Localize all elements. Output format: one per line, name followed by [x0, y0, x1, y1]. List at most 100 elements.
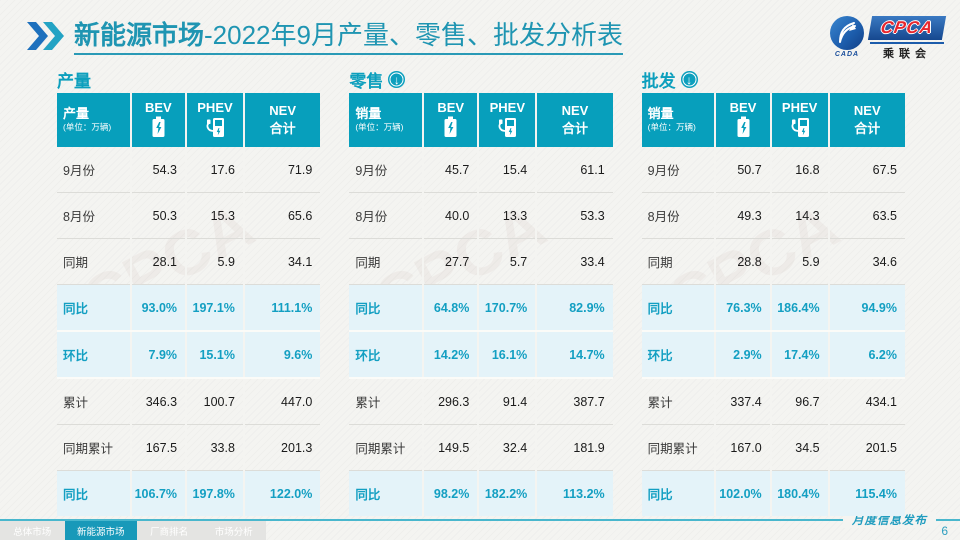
row-label: 9月份 — [641, 147, 717, 193]
cell-value: 82.9% — [536, 284, 613, 332]
phev-header-cell: PHEV — [186, 93, 245, 147]
cell-value: 13.3 — [478, 192, 538, 239]
bev-label: BEV — [145, 99, 172, 115]
nev-label-line1: NEV — [561, 103, 589, 119]
cell-value: 197.1% — [186, 284, 245, 332]
bev-label: BEV — [437, 99, 465, 115]
tab-oem-ranking[interactable]: 厂商排名 — [150, 526, 189, 538]
table-row: 8月份 50.3 15.3 65.6 — [57, 192, 321, 239]
table-row: 累计 337.4 96.7 434.1 — [641, 378, 905, 425]
cell-value: 16.8 — [770, 147, 830, 193]
cell-value: 197.8% — [186, 470, 245, 516]
cpca-badge-plate: CPCA — [867, 15, 947, 40]
production-table-section: CPCA 产量 ↓ 产量 (单位：万辆) BEV — [57, 66, 321, 516]
row-label: 同比 — [349, 470, 425, 516]
cell-value: 32.4 — [478, 424, 538, 471]
battery-icon — [424, 116, 477, 140]
cell-value: 9.6% — [243, 331, 321, 379]
wholesale-table-section: CPCA 批发 ↓ 销量 (单位：万辆) BEV — [641, 66, 905, 516]
cell-value: 447.0 — [243, 378, 321, 425]
row-label: 环比 — [641, 331, 717, 379]
cell-value: 14.3 — [770, 192, 830, 239]
association-text: 乘联会 — [870, 41, 944, 61]
row-label: 8月份 — [349, 192, 425, 239]
cell-value: 6.2% — [828, 331, 905, 379]
cell-value: 16.1% — [478, 331, 538, 379]
cell-value: 180.4% — [770, 470, 830, 516]
phev-label: PHEV — [781, 99, 818, 115]
row-label: 同比 — [641, 470, 717, 516]
table-header-row: 产量 (单位：万辆) BEV PHEV — [57, 93, 321, 147]
cell-value: 53.3 — [536, 192, 613, 239]
table-row: 9月份 45.7 15.4 61.1 — [349, 147, 613, 193]
cell-value: 34.5 — [770, 424, 830, 471]
cell-value: 98.2% — [423, 470, 480, 516]
cell-value: 14.2% — [423, 331, 480, 379]
table-row: 8月份 49.3 14.3 63.5 — [641, 192, 905, 239]
cell-value: 113.2% — [536, 470, 613, 516]
cell-value: 54.3 — [130, 147, 188, 193]
cell-value: 96.7 — [770, 378, 830, 425]
feather-icon — [830, 15, 864, 50]
cell-value: 50.7 — [715, 147, 772, 193]
cell-value: 387.7 — [536, 378, 613, 425]
cell-value: 102.0% — [715, 470, 772, 516]
tab-market-analysis[interactable]: 市场分析 — [214, 526, 253, 538]
row-label: 同比 — [57, 284, 132, 332]
cell-value: 27.7 — [423, 238, 480, 285]
down-arrow-icon: ↓ — [388, 71, 406, 88]
down-arrow-icon: ↓ — [680, 71, 698, 88]
nev-label-line2: 合计 — [561, 121, 588, 136]
table-row: 同期累计 149.5 32.4 181.9 — [349, 424, 613, 471]
cell-value: 122.0% — [243, 470, 321, 516]
cell-value: 5.7 — [478, 238, 538, 285]
section-title: 产量 — [57, 72, 91, 91]
phev-header-cell: PHEV — [478, 93, 538, 147]
tab-overall-market[interactable]: 总体市场 — [13, 526, 52, 538]
cell-value: 15.1% — [186, 331, 245, 379]
cell-value: 149.5 — [423, 424, 480, 471]
cell-value: 111.1% — [243, 284, 321, 332]
row-label: 环比 — [349, 331, 425, 379]
cell-value: 28.1 — [130, 238, 188, 285]
row-label: 同比 — [57, 470, 132, 516]
cell-value: 5.9 — [770, 238, 830, 285]
bev-header-cell: BEV — [423, 93, 480, 147]
row-label: 累计 — [641, 378, 717, 425]
label-header: 销量 — [355, 105, 382, 121]
slide-header: 新能源市场-2022年9月产量、零售、批发分析表 CADA CPCA 乘联会 — [26, 12, 947, 64]
row-label: 8月份 — [57, 192, 132, 239]
production-table-body: 9月份 54.3 17.6 71.9 8月份 50.3 15.3 65.6 同期 28.1 5.9 3… — [57, 147, 321, 516]
cell-value: 91.4 — [478, 378, 538, 425]
cell-value: 61.1 — [536, 147, 613, 193]
cell-value: 5.9 — [186, 238, 245, 285]
cell-value: 346.3 — [130, 378, 188, 425]
charging-station-icon — [479, 116, 535, 140]
section-title: 零售 — [349, 72, 384, 91]
row-label: 同期 — [349, 238, 425, 285]
table-row: 同期累计 167.5 33.8 201.3 — [57, 424, 321, 471]
phev-label: PHEV — [197, 99, 233, 115]
row-label: 累计 — [349, 378, 425, 425]
table-row: 同比 93.0% 197.1% 111.1% — [57, 284, 321, 332]
footer-divider-line — [0, 519, 960, 521]
row-label: 同比 — [349, 284, 425, 332]
tab-nev-market[interactable]: 新能源市场 — [64, 521, 137, 540]
cell-value: 45.7 — [423, 147, 480, 193]
nev-label-line2: 合计 — [854, 121, 881, 136]
bev-header-cell: BEV — [715, 93, 772, 147]
cell-value: 33.8 — [186, 424, 245, 471]
page-title-highlight: 新能源市场 — [74, 20, 205, 51]
table-row: 同期 28.8 5.9 34.6 — [641, 238, 905, 285]
cell-value: 34.6 — [828, 238, 905, 285]
page-number: 6 — [941, 524, 948, 538]
label-header: 产量 — [63, 105, 90, 121]
nev-label-line2: 合计 — [269, 121, 296, 136]
unit-label: (单位：万辆) — [355, 122, 404, 133]
cell-value: 50.3 — [130, 192, 188, 239]
bev-label: BEV — [729, 99, 757, 115]
row-label: 同期累计 — [641, 424, 717, 471]
table-row: 8月份 40.0 13.3 53.3 — [349, 192, 613, 239]
cell-value: 167.0 — [715, 424, 772, 471]
